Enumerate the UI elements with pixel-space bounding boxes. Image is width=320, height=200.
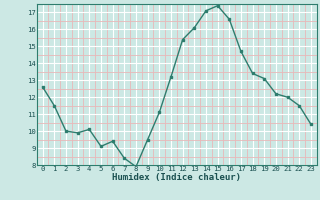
X-axis label: Humidex (Indice chaleur): Humidex (Indice chaleur) — [112, 173, 241, 182]
